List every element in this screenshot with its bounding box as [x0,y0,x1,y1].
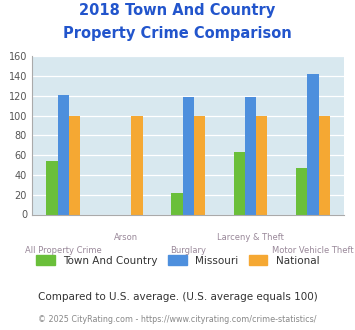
Legend: Town And Country, Missouri, National: Town And Country, Missouri, National [36,255,319,266]
Bar [58,95,69,214]
Bar [46,161,58,214]
Text: Property Crime Comparison: Property Crime Comparison [63,26,292,41]
Bar [131,115,143,214]
Text: © 2025 CityRating.com - https://www.cityrating.com/crime-statistics/: © 2025 CityRating.com - https://www.city… [38,315,317,324]
Bar [194,115,205,214]
Bar [69,115,80,214]
Text: Arson: Arson [114,233,138,242]
Bar [319,115,330,214]
Bar [245,97,256,214]
Text: 2018 Town And Country: 2018 Town And Country [80,3,275,18]
Text: Larceny & Theft: Larceny & Theft [217,233,284,242]
Text: Burglary: Burglary [170,246,206,255]
Bar [256,115,268,214]
Bar [234,152,245,214]
Bar [182,97,194,214]
Bar [171,193,182,215]
Bar [307,74,319,214]
Text: Motor Vehicle Theft: Motor Vehicle Theft [272,246,354,255]
Bar [296,168,307,214]
Text: All Property Crime: All Property Crime [25,246,102,255]
Text: Compared to U.S. average. (U.S. average equals 100): Compared to U.S. average. (U.S. average … [38,292,317,302]
